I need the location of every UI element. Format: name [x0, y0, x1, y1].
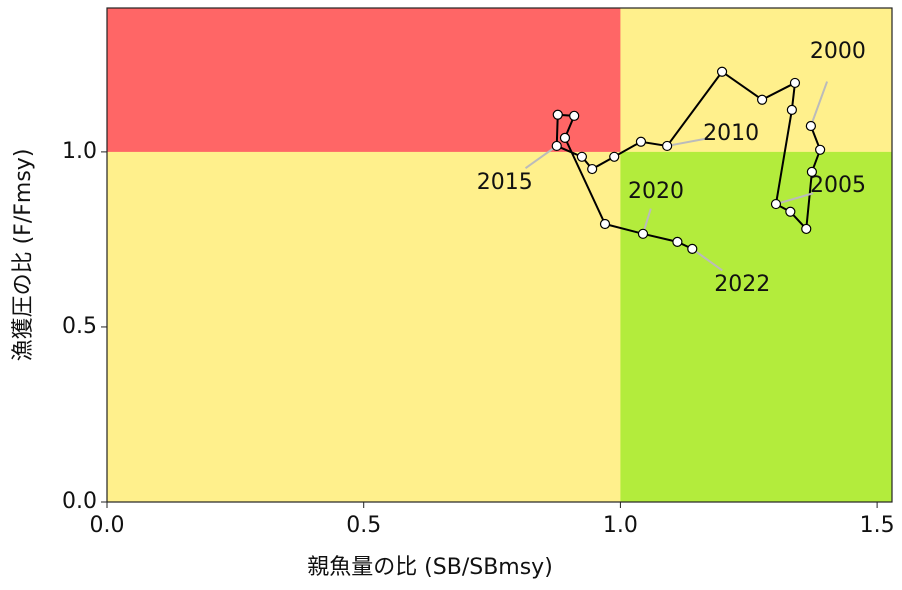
point [785, 206, 796, 217]
point [576, 151, 588, 162]
point [609, 151, 620, 162]
point [662, 140, 673, 152]
point [587, 163, 598, 175]
plot-frame [106, 7, 893, 503]
point [716, 66, 728, 77]
x-tick-label: 1.0 [603, 513, 638, 538]
point [805, 120, 816, 132]
y-tick-label: 0.5 [62, 314, 97, 339]
point [801, 223, 812, 235]
point-label: 2010 [703, 121, 759, 146]
point-label: 2015 [477, 170, 533, 195]
point-label: 2022 [714, 272, 770, 297]
point [815, 144, 826, 155]
point-label: 2020 [628, 179, 684, 204]
point-label: 2000 [810, 39, 866, 64]
label-leader [691, 248, 723, 272]
point [806, 166, 818, 177]
point [789, 77, 801, 89]
point [551, 140, 562, 152]
point [635, 136, 647, 147]
point [770, 198, 782, 210]
label-leader [666, 137, 706, 147]
point [637, 228, 649, 239]
point [559, 132, 571, 143]
label-leader [524, 145, 558, 169]
point [599, 218, 611, 230]
x-tick-label: 0.0 [90, 513, 125, 538]
point [687, 243, 698, 254]
point [786, 104, 797, 115]
label-leader [809, 81, 829, 127]
x-tick-label: 1.5 [860, 513, 895, 538]
x-tick-label: 0.5 [346, 513, 381, 538]
point-label: 2005 [810, 173, 866, 198]
zone [620, 151, 892, 503]
x-axis-title: 親魚量の比 (SB/SBmsy) [307, 555, 553, 580]
label-leader [775, 192, 814, 206]
point [757, 94, 768, 105]
y-axis-title: 漁獲圧の比 (F/Fmsy) [11, 149, 36, 362]
y-tick-label: 1.0 [62, 139, 97, 164]
zone [107, 8, 621, 152]
y-tick-label: 0.0 [62, 489, 97, 514]
point [569, 110, 580, 121]
point [672, 236, 683, 247]
point [552, 109, 563, 120]
